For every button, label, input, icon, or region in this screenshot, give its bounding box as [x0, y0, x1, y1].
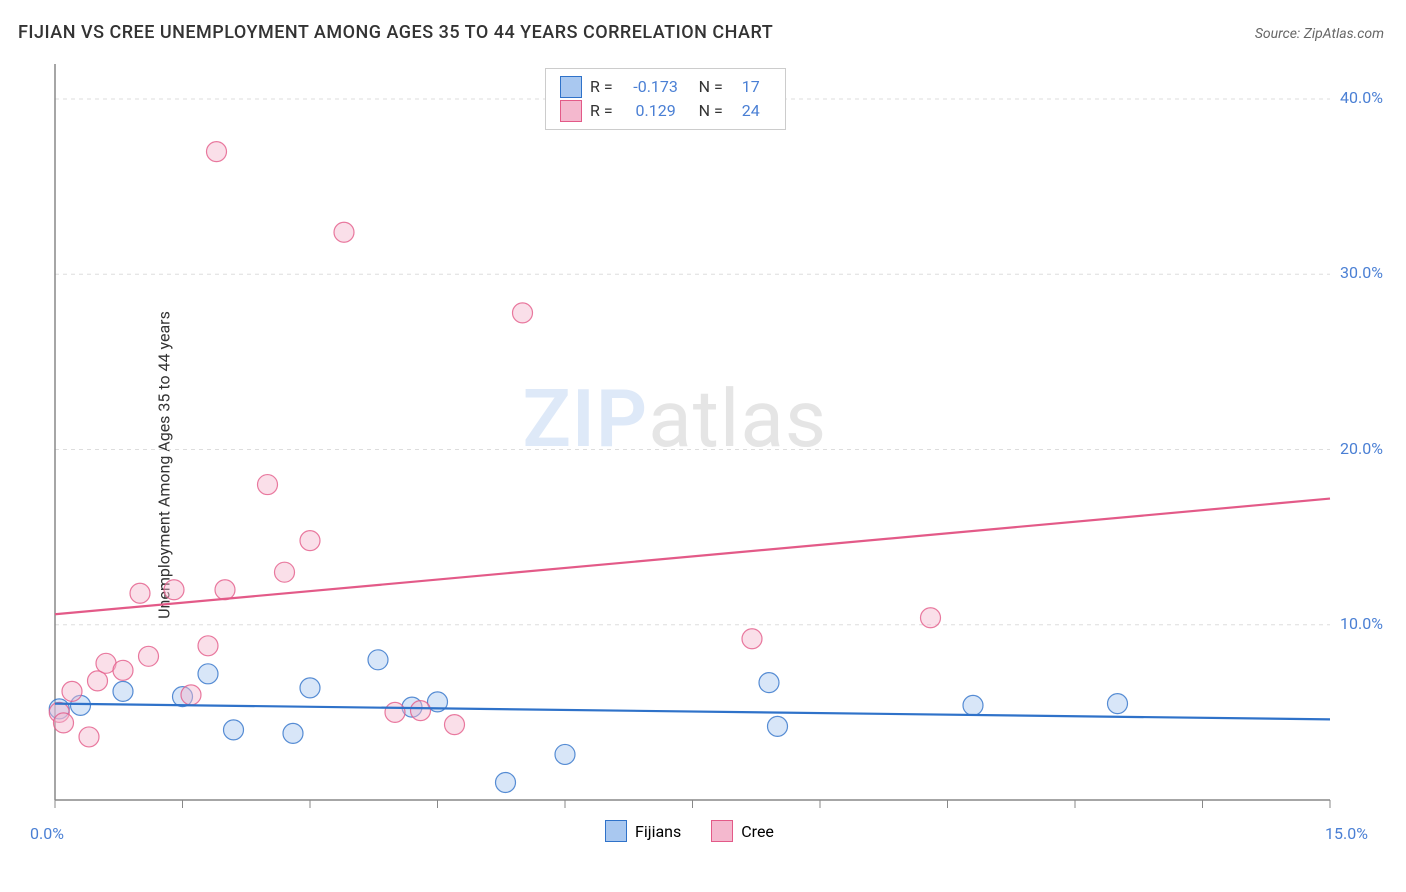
legend-swatch — [605, 820, 627, 842]
source-label: Source: ZipAtlas.com — [1255, 26, 1384, 42]
x-tick-label: 15.0% — [1325, 824, 1368, 843]
legend-r-label: R = — [590, 99, 613, 123]
legend-n-value: 24 — [731, 99, 771, 123]
legend-stats: R = -0.173 N = 17 R = 0.129 N = 24 — [545, 68, 786, 130]
legend-n-label: N = — [699, 75, 723, 99]
legend-series-item: Cree — [711, 820, 774, 842]
x-tick-label: 0.0% — [30, 824, 64, 843]
y-tick-label: 30.0% — [1340, 263, 1383, 282]
y-tick-label: 40.0% — [1340, 88, 1383, 107]
legend-r-value: 0.129 — [621, 99, 691, 123]
legend-series-item: Fijians — [605, 820, 681, 842]
legend-swatch — [560, 100, 582, 122]
legend-swatch — [560, 76, 582, 98]
legend-series: Fijians Cree — [605, 820, 774, 842]
legend-series-label: Cree — [741, 822, 774, 841]
legend-series-label: Fijians — [635, 822, 681, 841]
page-title: FIJIAN VS CREE UNEMPLOYMENT AMONG AGES 3… — [18, 22, 773, 43]
legend-r-label: R = — [590, 75, 613, 99]
legend-stat-row: R = 0.129 N = 24 — [560, 99, 771, 123]
chart-container: Unemployment Among Ages 35 to 44 years Z… — [0, 60, 1406, 870]
scatter-plot-svg — [0, 60, 1406, 870]
legend-n-value: 17 — [731, 75, 771, 99]
legend-r-value: -0.173 — [621, 75, 691, 99]
y-tick-label: 10.0% — [1340, 614, 1383, 633]
legend-stat-row: R = -0.173 N = 17 — [560, 75, 771, 99]
legend-swatch — [711, 820, 733, 842]
legend-n-label: N = — [699, 99, 723, 123]
y-tick-label: 20.0% — [1340, 439, 1383, 458]
